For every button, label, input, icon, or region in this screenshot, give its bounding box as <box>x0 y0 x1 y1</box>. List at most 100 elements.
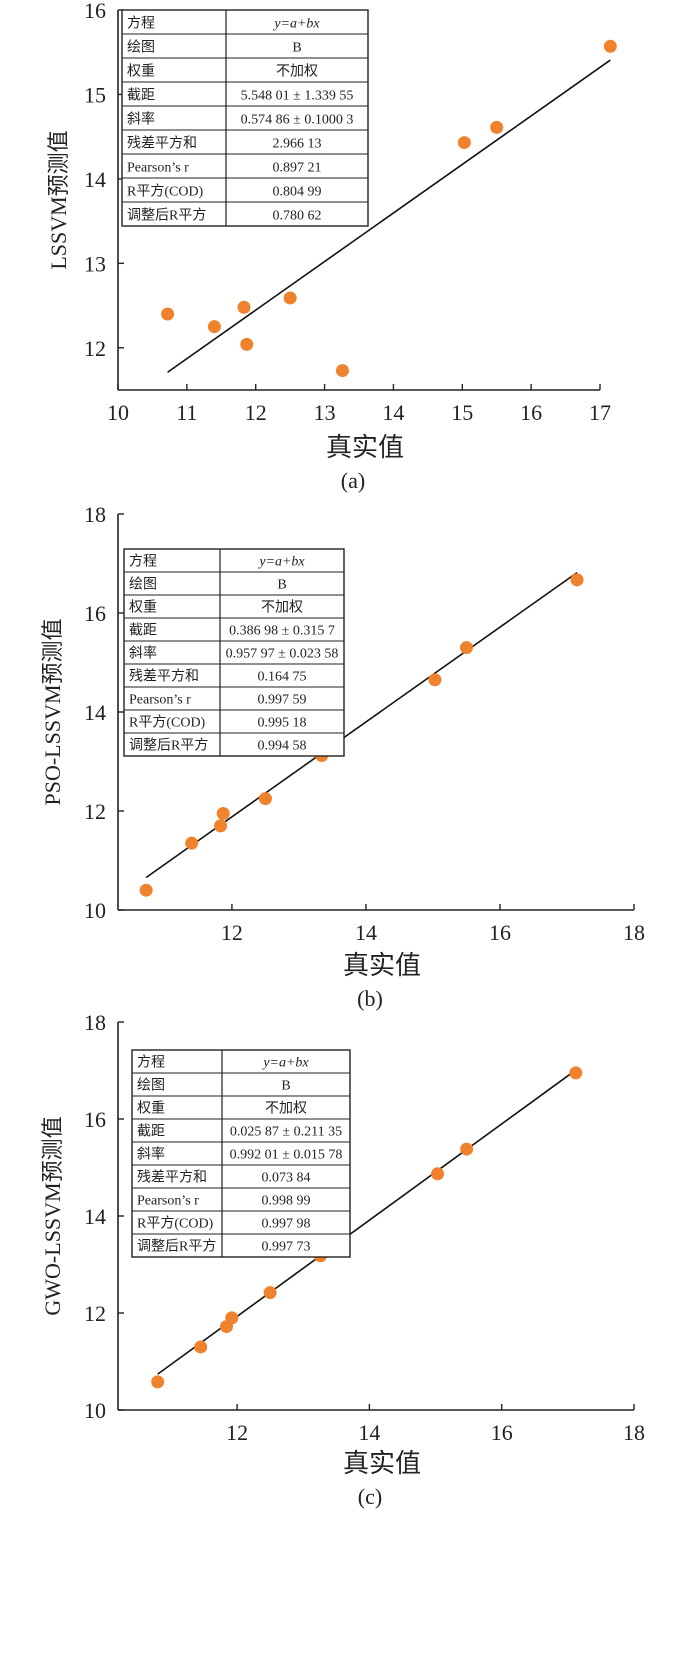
stats-table-value: y=a+bx <box>272 16 320 31</box>
data-point <box>161 307 175 321</box>
stats-table-key: 方程 <box>127 15 155 31</box>
stats-table-key: 斜率 <box>137 1146 165 1163</box>
data-point <box>225 1311 239 1325</box>
stats-table-value: 0.780 62 <box>273 208 322 223</box>
stats-table-key: 权重 <box>137 1101 165 1117</box>
panel-caption: (b) <box>357 986 383 1011</box>
data-point <box>460 1142 474 1156</box>
data-point <box>185 836 199 850</box>
stats-table-value: 0.997 59 <box>258 693 307 708</box>
y-tick-label: 12 <box>84 799 106 824</box>
stats-table-value: 0.386 98 ± 0.315 7 <box>229 624 335 639</box>
stats-table-value: 0.957 97 ± 0.023 58 <box>226 647 339 662</box>
stats-table-value: 0.164 75 <box>258 670 307 685</box>
data-point <box>490 120 504 134</box>
x-axis-label: 真实值 <box>343 1449 421 1478</box>
x-tick-label: 14 <box>382 400 404 425</box>
x-tick-label: 17 <box>589 400 611 425</box>
stats-table-value: y=a+bx <box>257 555 305 570</box>
stats-table-key: R平方(COD) <box>129 715 206 731</box>
x-tick-label: 15 <box>451 400 473 425</box>
y-tick-label: 18 <box>84 1010 106 1035</box>
y-tick-label: 14 <box>84 1204 106 1229</box>
stats-table-key: 斜率 <box>129 645 157 662</box>
data-point <box>207 320 221 334</box>
stats-table-value: B <box>281 1079 290 1094</box>
stats-table-value: 0.995 18 <box>258 716 307 731</box>
y-tick-label: 16 <box>84 0 106 23</box>
data-point <box>283 291 297 305</box>
stats-table-key: 绘图 <box>127 39 155 55</box>
stats-table-value: 不加权 <box>276 63 318 79</box>
stats-table-key: 权重 <box>129 600 157 616</box>
y-tick-label: 16 <box>84 601 106 626</box>
data-point <box>459 641 473 655</box>
stats-table-border <box>121 9 369 227</box>
data-point <box>335 364 349 378</box>
stats-table-key: 残差平方和 <box>129 669 199 685</box>
x-tick-label: 10 <box>107 400 129 425</box>
data-point <box>258 792 272 806</box>
y-tick-label: 10 <box>84 1398 106 1423</box>
y-tick-label: 14 <box>84 700 106 725</box>
y-axis-label: GWO-LSSVM预测值 <box>40 1116 65 1315</box>
stats-table-key: 方程 <box>129 554 157 570</box>
data-point <box>570 573 584 587</box>
y-tick-label: 10 <box>84 898 106 923</box>
data-point <box>216 806 230 820</box>
x-tick-label: 11 <box>176 400 197 425</box>
stats-table-key: 截距 <box>137 1124 165 1140</box>
data-point <box>151 1375 165 1389</box>
stats-table-value: 0.997 73 <box>262 1240 311 1255</box>
x-tick-label: 16 <box>491 1420 513 1445</box>
stats-table-border <box>123 548 345 757</box>
x-tick-label: 13 <box>314 400 336 425</box>
y-tick-label: 15 <box>84 82 106 107</box>
stats-table-key: Pearson’s r <box>127 160 189 175</box>
x-tick-label: 12 <box>221 920 243 945</box>
data-point <box>139 883 153 897</box>
y-axis-label: LSSVM预测值 <box>46 130 71 269</box>
data-point <box>237 300 251 314</box>
panel-caption: (c) <box>358 1484 382 1509</box>
stats-table-border <box>131 1049 351 1258</box>
x-axis-label: 真实值 <box>326 433 404 462</box>
stats-table-key: 调整后R平方 <box>129 738 208 754</box>
y-tick-label: 12 <box>84 336 106 361</box>
data-point <box>214 819 228 833</box>
stats-table-value: 2.966 13 <box>273 136 322 151</box>
data-point <box>457 136 471 150</box>
data-point <box>263 1286 277 1300</box>
data-point <box>569 1066 583 1080</box>
stats-table-key: 权重 <box>127 63 155 79</box>
x-tick-label: 12 <box>226 1420 248 1445</box>
x-tick-label: 16 <box>489 920 511 945</box>
stats-table-key: 斜率 <box>127 110 155 127</box>
stats-table-value: 不加权 <box>265 1101 307 1117</box>
stats-table-value: 5.548 01 ± 1.339 55 <box>241 88 354 103</box>
stats-table-key: Pearson’s r <box>129 693 191 708</box>
stats-table-key: 调整后R平方 <box>127 207 206 223</box>
stats-table-key: 绘图 <box>137 1078 165 1094</box>
stats-table-value: 不加权 <box>261 600 303 616</box>
x-tick-label: 12 <box>245 400 267 425</box>
y-axis-label: PSO-LSSVM预测值 <box>40 618 65 805</box>
data-point <box>194 1340 208 1354</box>
data-point <box>428 673 442 687</box>
fit-line <box>167 59 611 373</box>
stats-table-value: 0.897 21 <box>273 160 322 175</box>
stats-table-key: 绘图 <box>129 577 157 593</box>
stats-table-key: 截距 <box>127 87 155 103</box>
x-tick-label: 14 <box>355 920 377 945</box>
stats-table-value: 0.992 01 ± 0.015 78 <box>230 1148 343 1163</box>
data-point <box>240 337 254 351</box>
data-point <box>603 39 617 53</box>
x-tick-label: 18 <box>623 1420 645 1445</box>
